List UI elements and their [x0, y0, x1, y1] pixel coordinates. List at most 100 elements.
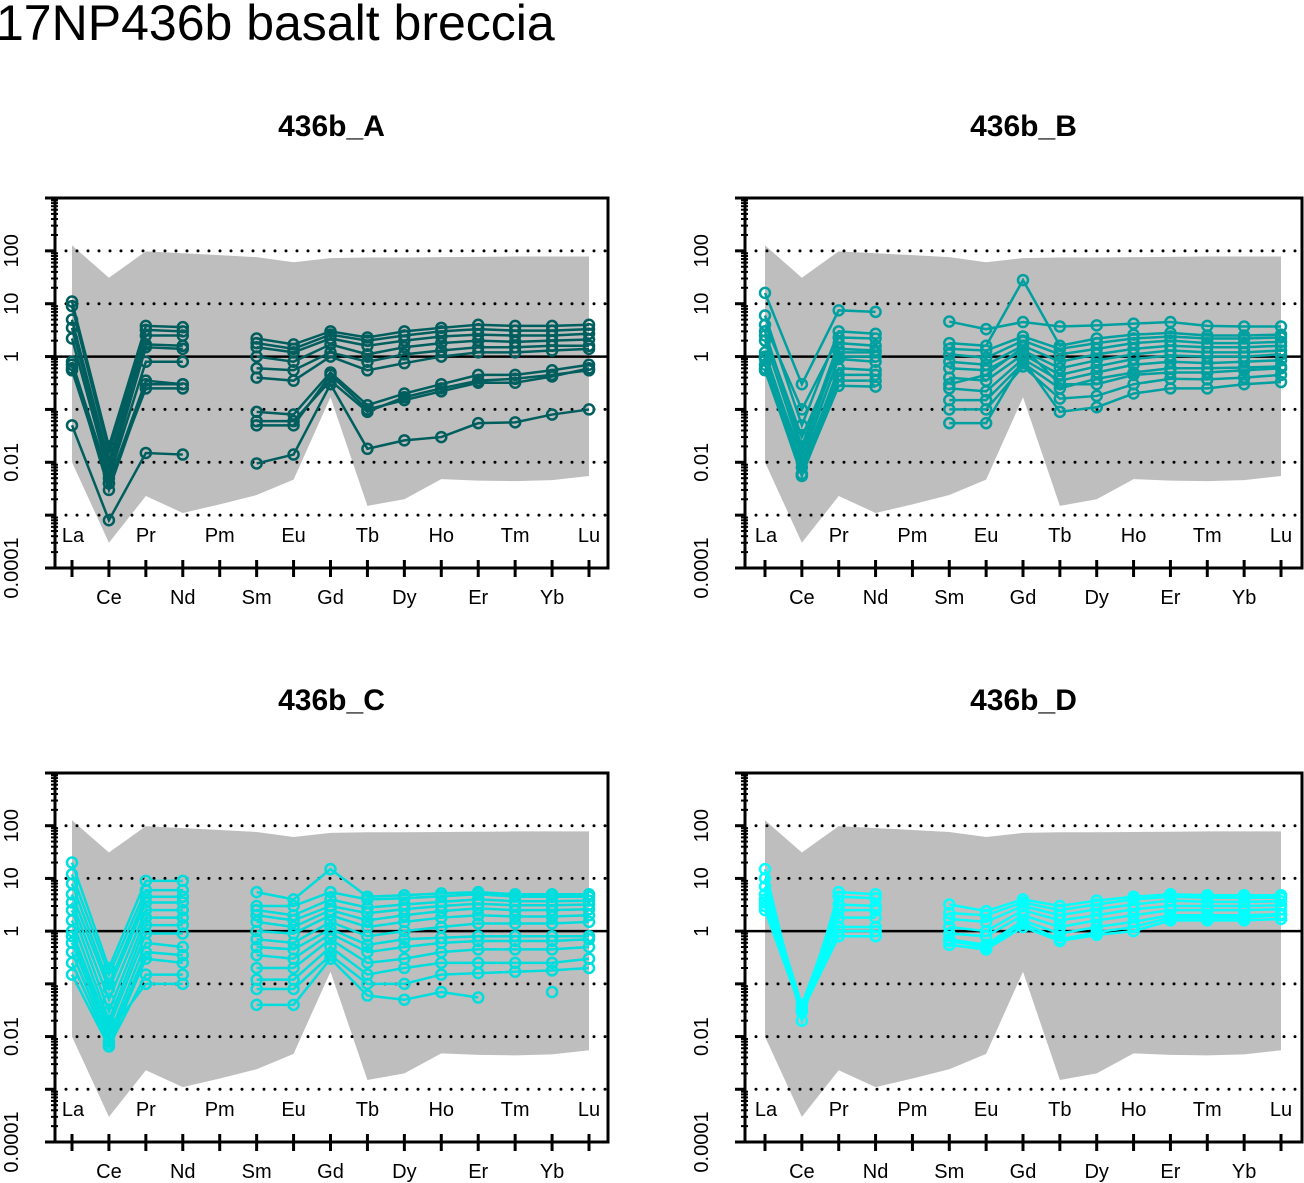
- series-line: [949, 903, 1282, 933]
- series-line: [949, 914, 1282, 949]
- data-point: [287, 914, 300, 927]
- data-point: [176, 896, 190, 909]
- data-point: [508, 376, 522, 389]
- series-line: [949, 361, 1282, 402]
- series-line: [763, 340, 876, 457]
- data-point: [943, 920, 956, 934]
- data-point: [1090, 926, 1103, 939]
- data-point: [1274, 368, 1288, 382]
- series-line: [256, 344, 589, 372]
- data-point: [102, 514, 116, 527]
- x-tick-label: Ho: [1121, 1099, 1147, 1121]
- data-point: [582, 915, 596, 929]
- data-point: [1053, 933, 1067, 946]
- x-tick-label: Lu: [578, 525, 600, 547]
- x-tick-label: Sm: [934, 1161, 964, 1183]
- x-tick-label: La: [62, 525, 85, 547]
- data-point: [1127, 368, 1140, 382]
- data-point: [287, 355, 300, 368]
- x-tick-label: Nd: [170, 587, 196, 609]
- series-line: [763, 335, 876, 441]
- data-point: [287, 893, 300, 906]
- data-point: [324, 915, 337, 929]
- data-point: [176, 883, 190, 897]
- data-point: [1201, 350, 1214, 363]
- series-line: [949, 912, 1282, 947]
- data-point: [176, 918, 190, 932]
- data-point: [508, 903, 522, 917]
- x-tick-label: Er: [1160, 1161, 1180, 1183]
- data-point: [398, 356, 411, 370]
- data-point: [435, 430, 448, 444]
- series-line: [70, 301, 183, 451]
- data-point: [176, 948, 190, 962]
- data-point: [1274, 362, 1288, 375]
- data-point: [979, 416, 993, 430]
- series-line: [70, 873, 183, 978]
- series-1: [65, 299, 596, 460]
- data-point: [471, 943, 485, 956]
- data-point: [361, 348, 374, 361]
- data-point: [508, 416, 522, 429]
- data-point: [943, 934, 956, 948]
- series-line: [256, 867, 589, 901]
- x-tick-label: Er: [468, 587, 488, 609]
- y-tick-label: 0.01: [1, 443, 23, 482]
- x-tick-label: Nd: [170, 1161, 196, 1183]
- data-point: [1090, 366, 1103, 379]
- data-point: [545, 344, 559, 357]
- data-point: [582, 903, 596, 916]
- data-point: [943, 342, 956, 356]
- panel-title: 436b_B: [970, 110, 1077, 143]
- data-point: [287, 982, 300, 996]
- data-point: [435, 956, 448, 970]
- data-point: [102, 1040, 116, 1053]
- x-tick-label: Yb: [540, 587, 564, 609]
- series-2: [758, 318, 1288, 416]
- data-point: [979, 344, 993, 357]
- data-point: [1053, 392, 1067, 405]
- x-tick-label: Tb: [1048, 525, 1071, 547]
- data-point: [582, 342, 596, 356]
- data-point: [65, 332, 79, 345]
- data-point: [435, 904, 448, 918]
- data-point: [361, 355, 374, 368]
- series-line: [949, 352, 1282, 382]
- series-line: [70, 327, 183, 473]
- y-tick-label: 0.0001: [691, 1111, 713, 1172]
- data-point: [176, 956, 190, 970]
- data-point: [1053, 377, 1067, 391]
- series-line: [763, 369, 876, 478]
- data-point: [324, 885, 337, 899]
- data-point: [102, 1026, 116, 1039]
- data-point: [943, 898, 956, 911]
- series-line: [256, 367, 590, 427]
- data-point: [1016, 273, 1030, 287]
- data-point: [869, 903, 882, 917]
- series-line: [70, 902, 183, 1004]
- data-point: [435, 385, 448, 398]
- series-1: [65, 868, 596, 981]
- data-point: [943, 906, 956, 920]
- data-point: [250, 982, 263, 996]
- y-tick-label: 0.01: [691, 1017, 713, 1056]
- data-point: [832, 304, 845, 317]
- data-point: [869, 380, 882, 393]
- series-line: [949, 895, 1281, 917]
- data-point: [287, 998, 300, 1012]
- data-point: [324, 952, 337, 965]
- series-7: [758, 893, 1288, 1018]
- y-tick-label: 10: [691, 867, 713, 889]
- data-point: [1201, 382, 1214, 395]
- data-point: [65, 313, 79, 326]
- x-tick-label: Gd: [317, 1161, 344, 1183]
- data-point: [795, 451, 809, 465]
- data-point: [795, 1005, 809, 1018]
- series-line: [256, 902, 590, 922]
- data-point: [545, 985, 559, 999]
- data-point: [545, 408, 559, 421]
- data-point: [1274, 348, 1288, 361]
- data-point: [943, 912, 956, 926]
- x-tick-label: Eu: [974, 1099, 998, 1121]
- data-point: [545, 917, 559, 930]
